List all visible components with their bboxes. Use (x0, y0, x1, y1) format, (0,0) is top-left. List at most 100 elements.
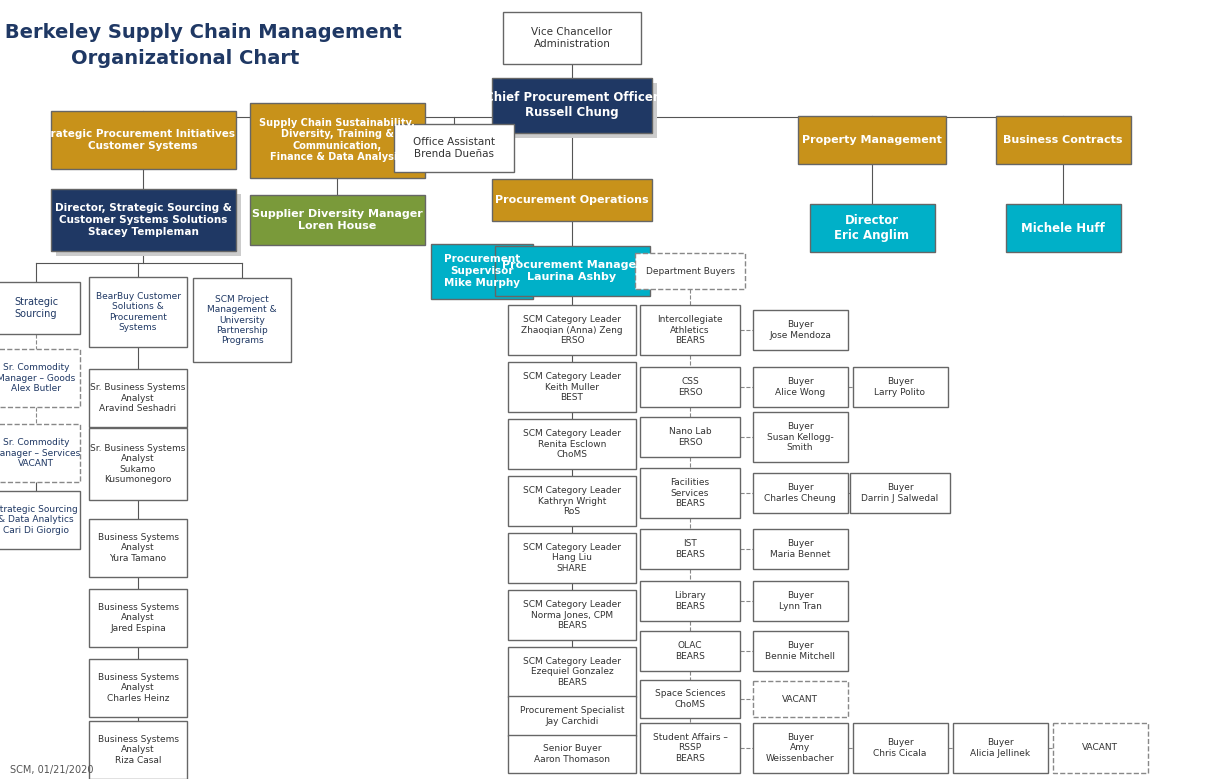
Text: Chief Procurement Officer
Russell Chung: Chief Procurement Officer Russell Chung (486, 91, 658, 119)
FancyBboxPatch shape (51, 111, 236, 169)
Text: Library
BEARS: Library BEARS (674, 591, 705, 611)
Text: Buyer
Alicia Jellinek: Buyer Alicia Jellinek (970, 738, 1030, 758)
Text: SCM Category Leader
Renita Esclown
ChoMS: SCM Category Leader Renita Esclown ChoMS (523, 429, 621, 459)
Text: Business Contracts: Business Contracts (1004, 135, 1122, 145)
Text: Sr. Business Systems
Analyst
Sukamo
Kusumonegoro: Sr. Business Systems Analyst Sukamo Kusu… (91, 444, 186, 484)
Text: Strategic
Sourcing: Strategic Sourcing (14, 298, 58, 319)
Text: Procurement Specialist
Jay Carchidi: Procurement Specialist Jay Carchidi (519, 707, 625, 726)
FancyBboxPatch shape (89, 369, 187, 427)
FancyBboxPatch shape (89, 589, 187, 647)
FancyBboxPatch shape (635, 253, 745, 289)
FancyBboxPatch shape (509, 533, 635, 583)
Text: Student Affairs –
RSSP
BEARS: Student Affairs – RSSP BEARS (652, 733, 727, 763)
Text: Nano Lab
ERSO: Nano Lab ERSO (669, 428, 712, 446)
Text: Sr. Commodity
Manager – Services
VACANT: Sr. Commodity Manager – Services VACANT (0, 438, 80, 468)
FancyBboxPatch shape (509, 735, 635, 773)
Text: SCM Category Leader
Norma Jones, CPM
BEARS: SCM Category Leader Norma Jones, CPM BEA… (523, 600, 621, 630)
Text: SCM Category Leader
Keith Muller
BEST: SCM Category Leader Keith Muller BEST (523, 372, 621, 402)
FancyBboxPatch shape (89, 428, 187, 500)
FancyBboxPatch shape (89, 659, 187, 717)
Text: Business Systems
Analyst
Charles Heinz: Business Systems Analyst Charles Heinz (98, 673, 179, 703)
FancyBboxPatch shape (640, 631, 741, 671)
Text: Vice Chancellor
Administration: Vice Chancellor Administration (532, 27, 612, 49)
FancyBboxPatch shape (509, 647, 635, 697)
FancyBboxPatch shape (952, 723, 1047, 773)
FancyBboxPatch shape (850, 473, 949, 513)
Text: Buyer
Darrin J Salwedal: Buyer Darrin J Salwedal (861, 483, 939, 502)
FancyBboxPatch shape (753, 367, 848, 407)
Text: Buyer
Amy
Weissenbacher: Buyer Amy Weissenbacher (766, 733, 835, 763)
FancyBboxPatch shape (640, 529, 741, 569)
FancyBboxPatch shape (503, 12, 641, 64)
Text: IST
BEARS: IST BEARS (675, 539, 705, 559)
FancyBboxPatch shape (492, 179, 652, 221)
FancyBboxPatch shape (0, 282, 80, 334)
FancyBboxPatch shape (496, 83, 657, 138)
FancyBboxPatch shape (640, 723, 741, 773)
FancyBboxPatch shape (89, 721, 187, 779)
Text: Buyer
Chris Cicala: Buyer Chris Cicala (873, 738, 927, 758)
FancyBboxPatch shape (89, 519, 187, 577)
FancyBboxPatch shape (640, 367, 741, 407)
Text: Buyer
Susan Kellogg-
Smith: Buyer Susan Kellogg- Smith (767, 422, 834, 452)
Text: CSS
ERSO: CSS ERSO (678, 377, 702, 397)
FancyBboxPatch shape (1052, 723, 1148, 773)
FancyBboxPatch shape (509, 696, 635, 736)
FancyBboxPatch shape (640, 581, 741, 621)
FancyBboxPatch shape (250, 103, 424, 178)
FancyBboxPatch shape (89, 277, 187, 347)
Text: BearBuy Customer
Solutions &
Procurement
Systems: BearBuy Customer Solutions & Procurement… (95, 292, 180, 332)
FancyBboxPatch shape (250, 195, 424, 245)
FancyBboxPatch shape (51, 189, 236, 251)
FancyBboxPatch shape (753, 310, 848, 350)
Text: Office Assistant
Brenda Dueñas: Office Assistant Brenda Dueñas (413, 137, 495, 159)
Text: SCM, 01/21/2020: SCM, 01/21/2020 (10, 765, 93, 775)
FancyBboxPatch shape (509, 419, 635, 469)
FancyBboxPatch shape (0, 349, 80, 407)
Text: Intercollegiate
Athletics
BEARS: Intercollegiate Athletics BEARS (657, 315, 722, 345)
FancyBboxPatch shape (509, 305, 635, 355)
Text: Buyer
Maria Bennet: Buyer Maria Bennet (769, 539, 830, 559)
Text: UC Berkeley Supply Chain Management: UC Berkeley Supply Chain Management (0, 23, 402, 41)
Text: SCM Category Leader
Zhaoqian (Anna) Zeng
ERSO: SCM Category Leader Zhaoqian (Anna) Zeng… (521, 315, 623, 345)
Text: Buyer
Charles Cheung: Buyer Charles Cheung (765, 483, 836, 502)
FancyBboxPatch shape (753, 631, 848, 671)
FancyBboxPatch shape (853, 367, 947, 407)
Text: Strategic Procurement Initiatives &
Customer Systems: Strategic Procurement Initiatives & Cust… (39, 129, 248, 151)
Text: Buyer
Lynn Tran: Buyer Lynn Tran (779, 591, 821, 611)
Text: SCM Category Leader
Ezequiel Gonzalez
BEARS: SCM Category Leader Ezequiel Gonzalez BE… (523, 657, 621, 687)
Text: VACANT: VACANT (1082, 743, 1117, 753)
FancyBboxPatch shape (56, 194, 240, 256)
Text: Procurement Manager
Laurina Ashby: Procurement Manager Laurina Ashby (503, 260, 641, 282)
FancyBboxPatch shape (640, 305, 741, 355)
Text: Buyer
Jose Mendoza: Buyer Jose Mendoza (769, 320, 831, 340)
Text: Business Systems
Analyst
Yura Tamano: Business Systems Analyst Yura Tamano (98, 533, 179, 563)
FancyBboxPatch shape (1005, 204, 1121, 252)
FancyBboxPatch shape (753, 529, 848, 569)
Text: Supply Chain Sustainability,
Diversity, Training &
Communication,
Finance & Data: Supply Chain Sustainability, Diversity, … (259, 118, 414, 162)
Text: Business Systems
Analyst
Jared Espina: Business Systems Analyst Jared Espina (98, 603, 179, 633)
Text: Department Buyers: Department Buyers (645, 266, 734, 276)
FancyBboxPatch shape (509, 590, 635, 640)
FancyBboxPatch shape (640, 417, 741, 457)
FancyBboxPatch shape (193, 278, 291, 362)
Text: VACANT: VACANT (782, 695, 818, 703)
Text: Space Sciences
ChoMS: Space Sciences ChoMS (655, 689, 725, 709)
FancyBboxPatch shape (640, 680, 741, 718)
Text: Buyer
Alice Wong: Buyer Alice Wong (774, 377, 825, 397)
FancyBboxPatch shape (809, 204, 935, 252)
FancyBboxPatch shape (394, 124, 513, 172)
Text: Buyer
Bennie Mitchell: Buyer Bennie Mitchell (765, 641, 835, 661)
Text: SCM Project
Management &
University
Partnership
Programs: SCM Project Management & University Part… (208, 294, 277, 345)
Text: Property Management: Property Management (802, 135, 942, 145)
Text: Procurement
Supervisor
Mike Murphy: Procurement Supervisor Mike Murphy (443, 255, 521, 287)
Text: Senior Buyer
Aaron Thomason: Senior Buyer Aaron Thomason (534, 744, 610, 763)
Text: Strategic Sourcing
& Data Analytics
Cari Di Giorgio: Strategic Sourcing & Data Analytics Cari… (0, 505, 77, 535)
Text: Business Systems
Analyst
Riza Casal: Business Systems Analyst Riza Casal (98, 735, 179, 765)
FancyBboxPatch shape (0, 491, 80, 549)
FancyBboxPatch shape (753, 412, 848, 462)
Text: Sr. Business Systems
Analyst
Aravind Seshadri: Sr. Business Systems Analyst Aravind Ses… (91, 383, 186, 413)
Text: Organizational Chart: Organizational Chart (71, 48, 300, 68)
Text: OLAC
BEARS: OLAC BEARS (675, 641, 705, 661)
FancyBboxPatch shape (492, 77, 652, 132)
